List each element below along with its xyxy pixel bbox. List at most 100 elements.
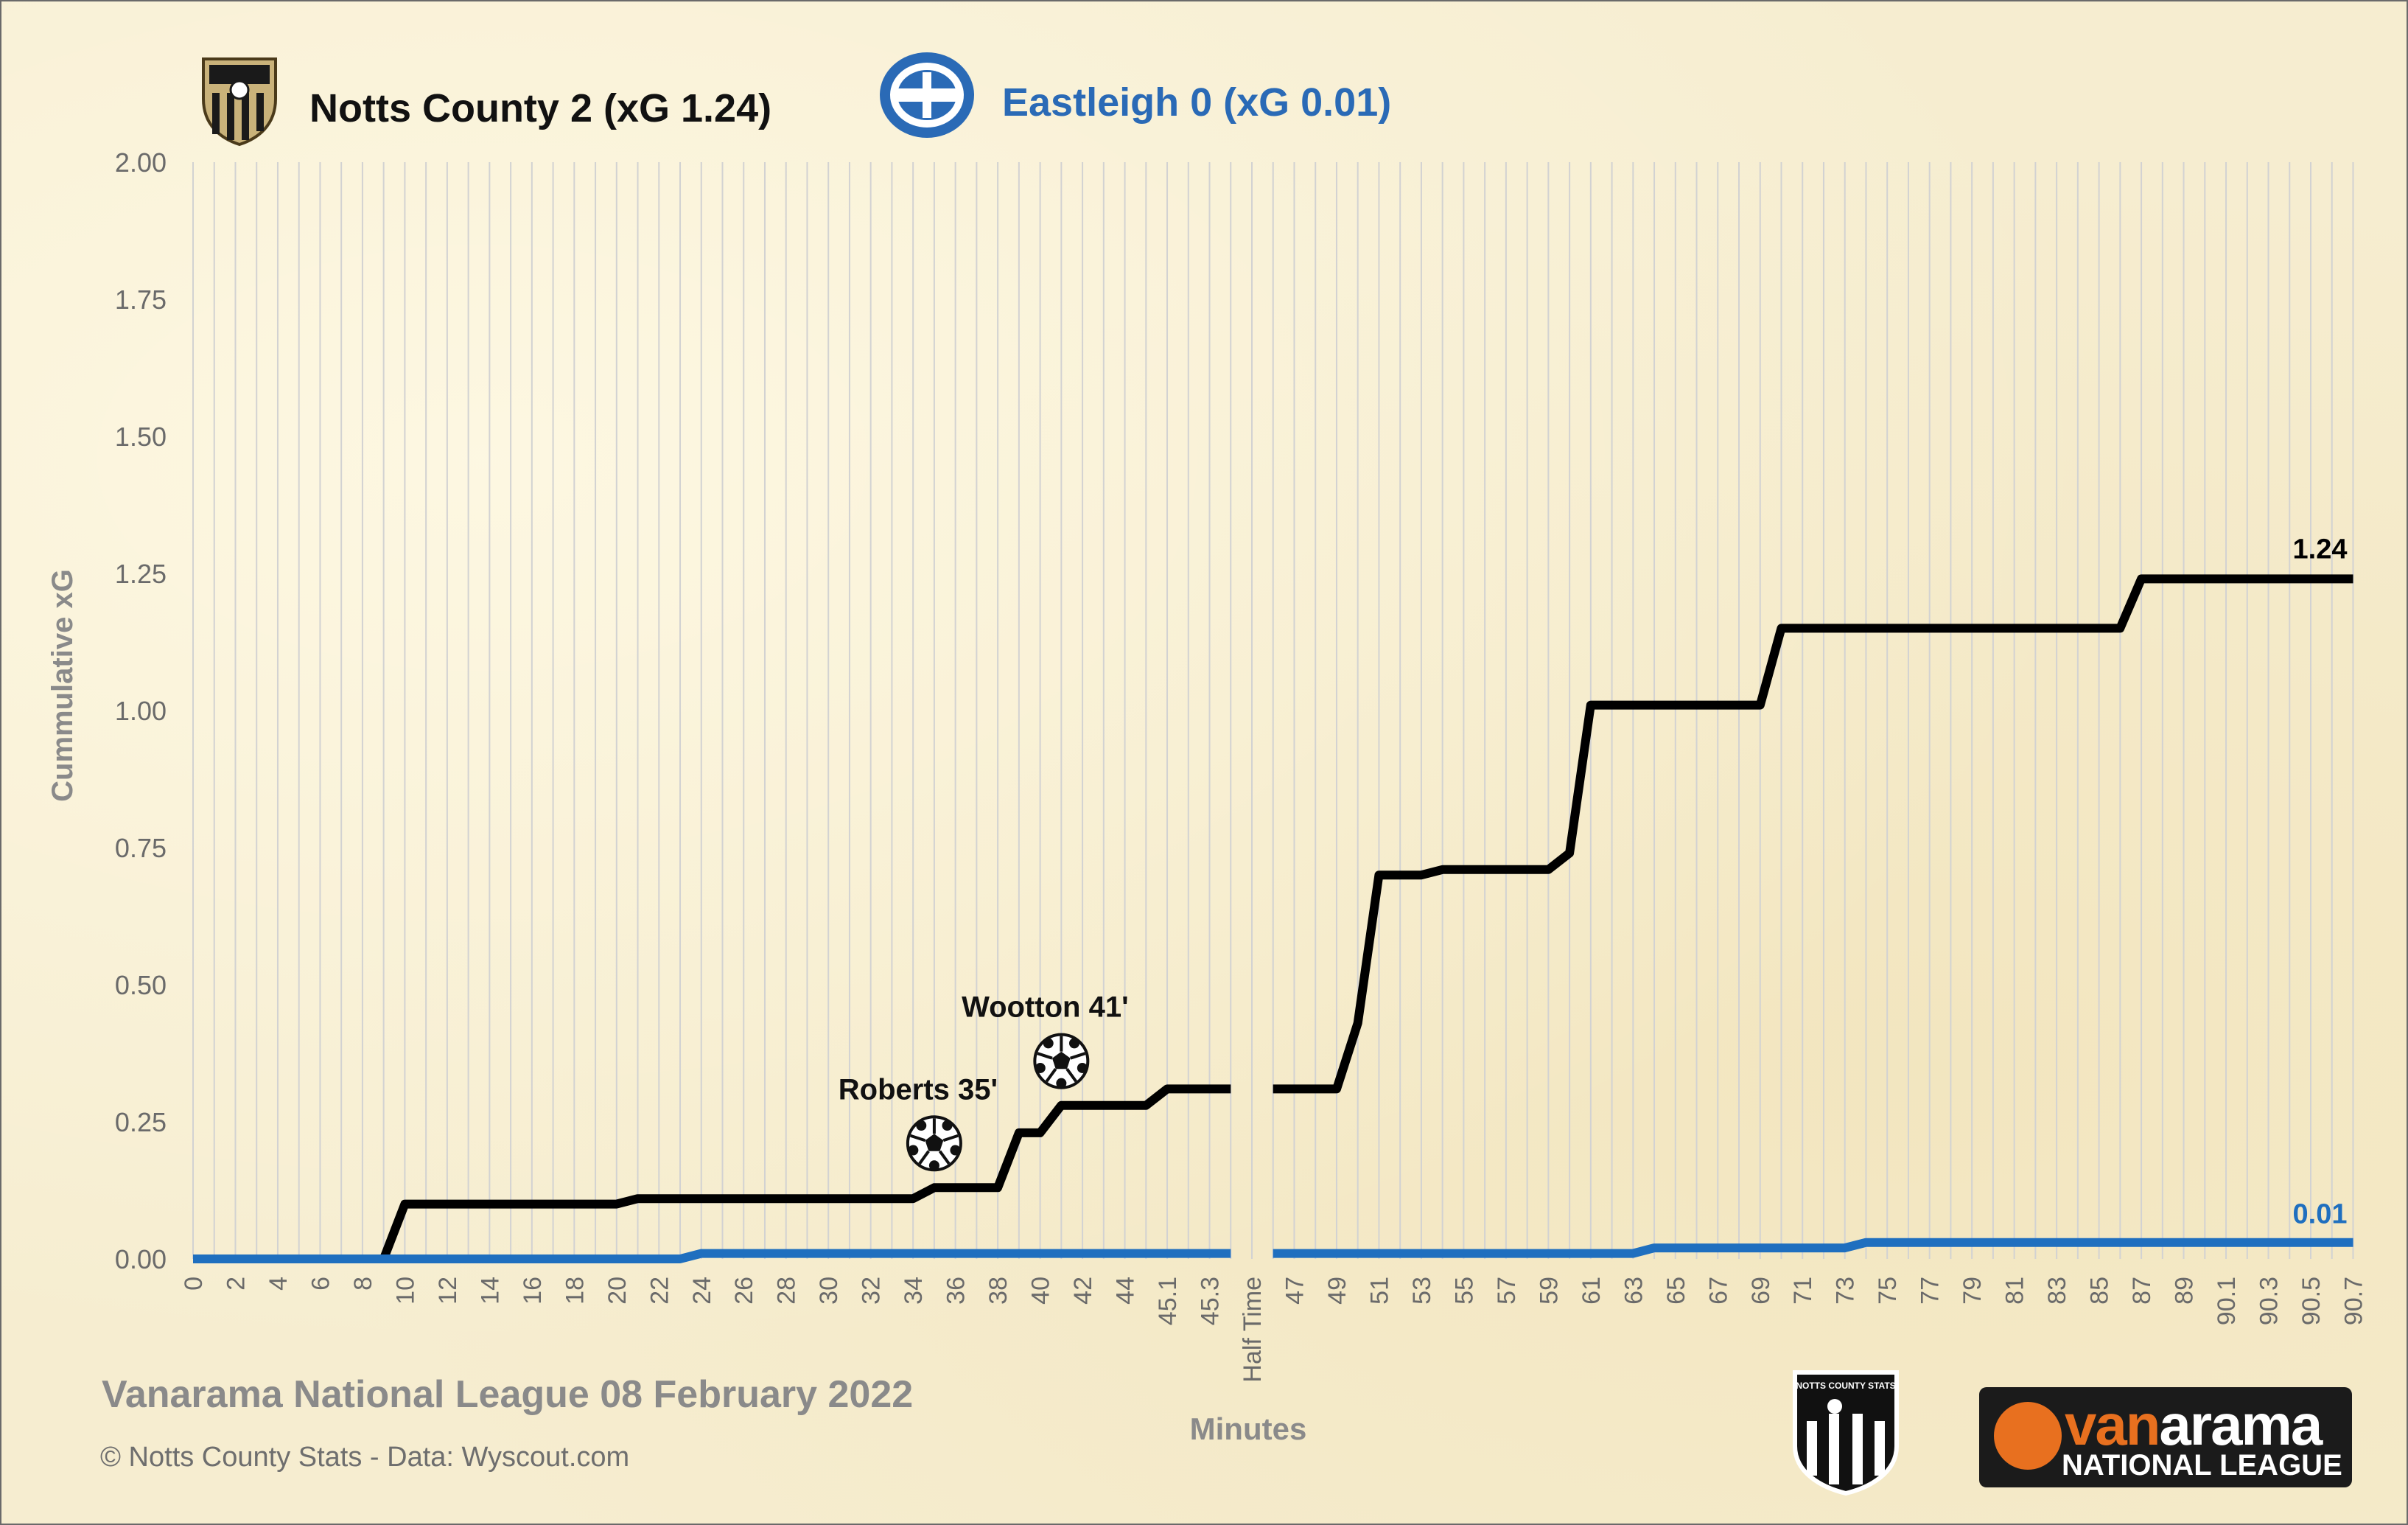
- football-patch: [908, 1145, 919, 1156]
- x-tick-label: 2: [222, 1277, 250, 1291]
- x-tick-label: 69: [1747, 1277, 1775, 1305]
- football-patch: [1077, 1062, 1088, 1073]
- data-credit: © Notts County Stats - Data: Wyscout.com: [100, 1442, 630, 1473]
- home-end-value-label: 1.24: [2293, 534, 2348, 565]
- notts-county-stats-logo-icon: NOTTS COUNTY STATS: [1791, 1369, 1901, 1500]
- x-tick-label: 30: [815, 1277, 843, 1305]
- x-tick-label: 16: [519, 1277, 547, 1305]
- x-tick-label: 34: [900, 1277, 928, 1305]
- vanarama-national-league-logo: vanarama NATIONAL LEAGUE: [1979, 1387, 2352, 1487]
- x-tick-label: 10: [391, 1277, 419, 1305]
- x-tick-label: 53: [1408, 1277, 1436, 1305]
- y-tick-label: 1.75: [115, 285, 167, 315]
- football-patch: [1056, 1078, 1067, 1089]
- notts-county-crest-icon: [199, 55, 280, 151]
- x-tick-label: 24: [688, 1277, 716, 1305]
- goal-scorer-label: Wootton 41': [962, 991, 1129, 1024]
- x-tick-label: 90.5: [2297, 1277, 2325, 1325]
- x-tick-label: 6: [307, 1277, 335, 1291]
- x-tick-label: 8: [349, 1277, 377, 1291]
- y-axis-title: Cummulative xG: [46, 569, 79, 802]
- goal-scorer-label: Roberts 35': [839, 1073, 998, 1106]
- sponsor-wordmark: vanarama: [2065, 1392, 2323, 1459]
- football-patch: [950, 1145, 961, 1156]
- x-tick-label: 26: [730, 1277, 758, 1305]
- x-tick-label: 71: [1789, 1277, 1817, 1305]
- x-tick-label: 59: [1535, 1277, 1563, 1305]
- y-tick-label: 0.25: [115, 1107, 167, 1137]
- x-tick-label: 49: [1323, 1277, 1351, 1305]
- x-tick-label: 73: [1832, 1277, 1860, 1305]
- goal-marker: [1033, 1033, 1090, 1089]
- football-patch: [1043, 1038, 1054, 1049]
- x-tick-label: 90.3: [2255, 1277, 2283, 1325]
- x-tick-label: 63: [1620, 1277, 1648, 1305]
- x-tick-label: 32: [858, 1277, 886, 1305]
- x-tick-label: 85: [2086, 1277, 2114, 1305]
- x-tick-label: 18: [561, 1277, 589, 1305]
- x-tick-label: 87: [2128, 1277, 2156, 1305]
- sponsor-word-left: van: [2065, 1392, 2160, 1457]
- x-tick-label: 57: [1493, 1277, 1521, 1305]
- home-xg-line: [1273, 574, 2353, 1094]
- x-tick-label: 79: [1959, 1277, 1987, 1305]
- x-tick-label: 81: [2001, 1277, 2029, 1305]
- x-tick-label: 20: [603, 1277, 631, 1305]
- y-tick-label: 1.50: [115, 422, 167, 452]
- away-xg-line: [193, 1249, 1231, 1263]
- y-tick-label: 2.00: [115, 147, 167, 178]
- y-tick-label: 0.00: [115, 1244, 167, 1274]
- goal-marker: [906, 1115, 962, 1172]
- football-seam: [1045, 1068, 1057, 1083]
- x-tick-label: 44: [1112, 1277, 1140, 1305]
- sponsor-subtitle: NATIONAL LEAGUE: [2062, 1449, 2342, 1482]
- x-tick-label: 83: [2043, 1277, 2071, 1305]
- x-tick-label: 22: [645, 1277, 673, 1305]
- football-seam: [909, 1134, 926, 1142]
- x-tick-label: 4: [265, 1277, 293, 1291]
- football-patch: [942, 1120, 953, 1131]
- x-axis-title: Minutes: [1190, 1411, 1307, 1446]
- x-tick-label: 47: [1281, 1277, 1309, 1305]
- x-tick-label: 45.3: [1197, 1277, 1225, 1325]
- x-tick-label: 36: [942, 1277, 970, 1305]
- x-tick-label: Half Time: [1239, 1277, 1267, 1383]
- x-tick-label: 55: [1450, 1277, 1478, 1305]
- league-date-caption: Vanarama National League 08 February 202…: [102, 1373, 914, 1416]
- x-tick-label: 77: [1917, 1277, 1945, 1305]
- stats-logo-text: NOTTS COUNTY STATS: [1796, 1381, 1895, 1391]
- x-tick-label: 65: [1662, 1277, 1690, 1305]
- away-xg-line: [1273, 1238, 2353, 1258]
- football-pentagon: [925, 1134, 944, 1151]
- x-tick-label: 0: [180, 1277, 208, 1291]
- x-tick-label: 45.1: [1154, 1277, 1182, 1325]
- x-tick-label: 90.1: [2213, 1277, 2241, 1325]
- y-tick-label: 0.50: [115, 970, 167, 1000]
- x-tick-label: 75: [1874, 1277, 1902, 1305]
- football-seam: [1070, 1052, 1086, 1060]
- x-tick-label: 40: [1027, 1277, 1055, 1305]
- away-team-title: Eastleigh 0 (xG 0.01): [1002, 80, 1392, 125]
- x-tick-label: 67: [1704, 1277, 1732, 1305]
- home-xg-line: [193, 1084, 1231, 1263]
- x-tick-label: 12: [434, 1277, 462, 1305]
- x-tick-label: 38: [984, 1277, 1012, 1305]
- x-tick-label: 51: [1365, 1277, 1393, 1305]
- x-tick-label: 42: [1069, 1277, 1097, 1305]
- football-seam: [1037, 1052, 1053, 1060]
- x-tick-label: 89: [2171, 1277, 2199, 1305]
- football-patch: [928, 1160, 939, 1171]
- football-seam: [938, 1150, 951, 1165]
- home-team-title: Notts County 2 (xG 1.24): [309, 86, 772, 130]
- vanarama-swoosh-icon: [1994, 1402, 2062, 1470]
- x-tick-label: 61: [1578, 1277, 1606, 1305]
- football-patch: [916, 1120, 927, 1131]
- away-end-value-label: 0.01: [2293, 1199, 2348, 1230]
- y-tick-label: 1.00: [115, 696, 167, 726]
- football-patch: [1035, 1062, 1046, 1073]
- football-pentagon: [1052, 1051, 1071, 1069]
- x-tick-label: 90.7: [2339, 1277, 2367, 1325]
- y-tick-label: 1.25: [115, 559, 167, 589]
